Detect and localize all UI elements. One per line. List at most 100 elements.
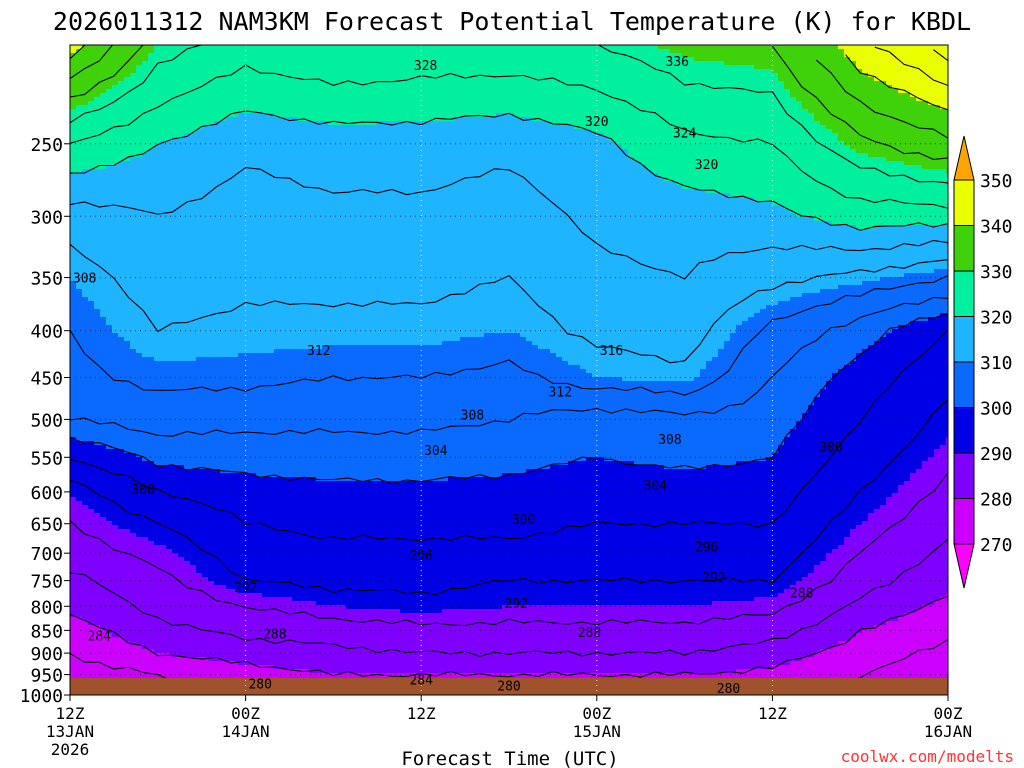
fill-cell — [112, 601, 119, 606]
fill-cell — [166, 317, 173, 322]
fill-cell — [118, 609, 125, 614]
fill-cell — [154, 153, 161, 158]
fill-cell — [118, 189, 125, 194]
fill-cell — [82, 161, 89, 166]
fill-cell — [184, 437, 191, 442]
fill-cell — [88, 233, 95, 238]
fill-cell — [82, 293, 89, 298]
fill-cell — [196, 293, 203, 298]
fill-cell — [112, 653, 119, 658]
fill-cell — [100, 389, 107, 394]
fill-cell — [82, 337, 89, 342]
fill-cell — [100, 225, 107, 230]
fill-cell — [118, 53, 125, 58]
fill-cell — [124, 201, 131, 206]
fill-cell — [178, 273, 185, 278]
fill-cell — [136, 381, 143, 386]
fill-cell — [70, 69, 77, 74]
fill-cell — [148, 313, 155, 318]
fill-cell — [190, 485, 197, 490]
fill-cell — [142, 161, 149, 166]
fill-cell — [184, 441, 191, 446]
fill-cell — [82, 221, 89, 226]
fill-cell — [130, 105, 137, 110]
fill-cell — [76, 433, 83, 438]
fill-cell — [154, 641, 161, 646]
fill-cell — [82, 89, 89, 94]
fill-cell — [142, 505, 149, 510]
fill-cell — [70, 529, 77, 534]
fill-cell — [130, 645, 137, 650]
fill-cell — [94, 401, 101, 406]
fill-cell — [166, 189, 173, 194]
fill-cell — [70, 261, 77, 266]
fill-cell — [160, 181, 167, 186]
fill-cell — [136, 457, 143, 462]
fill-cell — [76, 501, 83, 506]
fill-cell — [178, 553, 185, 558]
fill-cell — [136, 65, 143, 70]
fill-cell — [118, 365, 125, 370]
fill-cell — [76, 145, 83, 150]
fill-cell — [196, 53, 203, 58]
fill-cell — [184, 481, 191, 486]
fill-cell — [160, 161, 167, 166]
fill-cell — [172, 301, 179, 306]
fill-cell — [76, 401, 83, 406]
fill-cell — [106, 345, 113, 350]
fill-cell — [112, 581, 119, 586]
fill-cell — [70, 221, 77, 226]
fill-cell — [76, 609, 83, 614]
fill-cell — [142, 461, 149, 466]
fill-cell — [142, 661, 149, 666]
fill-cell — [160, 201, 167, 206]
fill-cell — [178, 89, 185, 94]
fill-cell — [88, 397, 95, 402]
fill-cell — [118, 85, 125, 90]
fill-cell — [70, 313, 77, 318]
fill-cell — [148, 645, 155, 650]
fill-cell — [76, 365, 83, 370]
fill-cell — [88, 289, 95, 294]
fill-cell — [88, 425, 95, 430]
fill-cell — [88, 185, 95, 190]
fill-cell — [100, 509, 107, 514]
fill-cell — [82, 497, 89, 502]
fill-cell — [184, 313, 191, 318]
fill-cell — [118, 257, 125, 262]
fill-cell — [100, 61, 107, 66]
fill-cell — [160, 97, 167, 102]
fill-cell — [82, 421, 89, 426]
fill-cell — [154, 281, 161, 286]
fill-cell — [190, 341, 197, 346]
fill-cell — [136, 673, 143, 678]
fill-cell — [190, 525, 197, 530]
fill-cell — [124, 253, 131, 258]
fill-cell — [124, 101, 131, 106]
fill-cell — [76, 429, 83, 434]
fill-cell — [112, 269, 119, 274]
fill-cell — [88, 449, 95, 454]
fill-cell — [100, 173, 107, 178]
fill-cell — [70, 193, 77, 198]
fill-cell — [106, 369, 113, 374]
fill-cell — [184, 505, 191, 510]
fill-cell — [136, 509, 143, 514]
fill-cell — [136, 577, 143, 582]
fill-cell — [166, 197, 173, 202]
fill-cell — [88, 473, 95, 478]
fill-cell — [166, 405, 173, 410]
fill-cell — [148, 45, 155, 50]
fill-cell — [118, 537, 125, 542]
fill-cell — [106, 569, 113, 574]
fill-cell — [88, 601, 95, 606]
fill-cell — [184, 373, 191, 378]
fill-cell — [178, 493, 185, 498]
fill-cell — [142, 421, 149, 426]
fill-cell — [106, 229, 113, 234]
fill-cell — [184, 413, 191, 418]
fill-cell — [76, 545, 83, 550]
fill-cell — [142, 401, 149, 406]
fill-cell — [118, 353, 125, 358]
fill-cell — [178, 153, 185, 158]
